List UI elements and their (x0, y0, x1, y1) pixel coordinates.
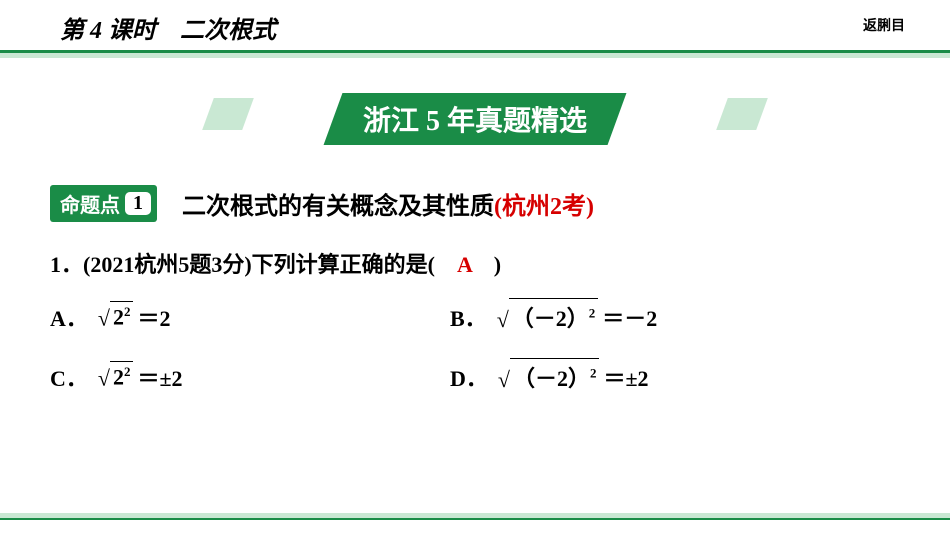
sqrt-radicand: 22 (110, 301, 134, 330)
banner-main: 浙江 5 年真题精选 (324, 93, 627, 145)
option-d-result: ＝±2 (603, 361, 648, 393)
option-c-result: ＝±2 (137, 361, 182, 393)
banner-text: 浙江 5 年真题精选 (363, 99, 587, 139)
option-c-label: C． (50, 361, 88, 393)
question-stem: 下列计算正确的是( (252, 252, 457, 277)
topic-tag-label: 命题点 (60, 189, 120, 218)
option-b-result: ＝－2 (602, 301, 657, 333)
sqrt-expression: √（－2）2 (498, 359, 600, 394)
option-c: C． √22 ＝±2 (50, 359, 450, 394)
sqrt-sign-icon: √ (98, 365, 110, 390)
header-underline-light (0, 53, 950, 58)
question-answer: A (457, 252, 472, 277)
topic-tag: 命题点 1 (50, 185, 157, 222)
option-b-label: B． (450, 301, 487, 333)
option-d-label: D． (450, 361, 488, 393)
topic-title: 二次根式的有关概念及其性质(杭州2考) (182, 186, 594, 221)
sqrt-radicand: （－2）2 (510, 358, 600, 393)
return-link[interactable]: 返脷目 (863, 15, 905, 35)
sqrt-expression: √22 (98, 302, 134, 331)
lesson-title: 第 4 课时 二次根式 (60, 10, 276, 45)
option-a: A． √22 ＝2 (50, 299, 450, 334)
question: 1．(2021杭州5题3分)下列计算正确的是( A ) (50, 247, 950, 279)
banner-decoration-right (716, 98, 768, 130)
banner-decoration-left (202, 98, 254, 130)
question-number: 1． (50, 252, 83, 277)
sqrt-expression: √（－2）2 (497, 299, 599, 334)
topic-note: (杭州2考) (494, 194, 594, 220)
sqrt-sign-icon: √ (498, 367, 510, 392)
option-a-result: ＝2 (137, 301, 170, 333)
option-a-label: A． (50, 301, 88, 333)
header: 第 4 课时 二次根式 返脷目 (0, 0, 950, 50)
options-grid: A． √22 ＝2 B． √（－2）2 ＝－2 C． √22 ＝±2 D． √（… (50, 299, 950, 394)
topic-row: 命题点 1 二次根式的有关概念及其性质(杭州2考) (50, 185, 950, 222)
option-d: D． √（－2）2 ＝±2 (450, 359, 850, 394)
header-underline-dark (0, 50, 950, 53)
topic-number: 1 (125, 192, 151, 215)
topic-title-text: 二次根式的有关概念及其性质 (182, 194, 494, 220)
sqrt-radicand: 22 (110, 361, 134, 390)
footer-dark (0, 518, 950, 520)
question-source: (2021杭州5题3分) (83, 252, 252, 277)
sqrt-sign-icon: √ (497, 307, 509, 332)
option-b: B． √（－2）2 ＝－2 (450, 299, 850, 334)
sqrt-radicand: （－2）2 (509, 298, 599, 333)
banner-section: 浙江 5 年真题精选 (0, 93, 950, 145)
question-stem-end: ) (472, 252, 501, 277)
sqrt-expression: √22 (98, 362, 134, 391)
sqrt-sign-icon: √ (98, 305, 110, 330)
footer-line (0, 513, 950, 520)
